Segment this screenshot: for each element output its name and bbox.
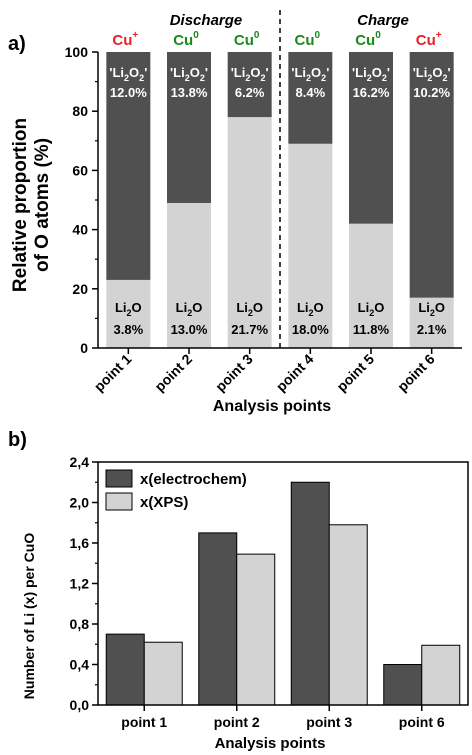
label-li2o-species: Li2O — [176, 300, 203, 318]
y-tick-label: 60 — [72, 162, 88, 178]
label-li2o2-value: 12.0% — [110, 85, 147, 100]
x-tick-label: point 4 — [273, 351, 317, 395]
y-tick-label: 1,2 — [70, 576, 90, 592]
bar-li2o2-2 — [167, 52, 211, 203]
y-tick-label: 2,4 — [70, 454, 90, 470]
label-li2o-value: 21.7% — [231, 322, 268, 337]
y-tick-label: 80 — [72, 103, 88, 119]
panel-b-legend: x(electrochem) x(XPS) — [105, 469, 247, 511]
label-li2o-value: 3.8% — [114, 322, 144, 337]
panel-a-bars: 'Li2O2' 12.0% Li2O 3.8% Cu+ 'Li2O2' 13.8% Li2O 1… — [106, 30, 454, 349]
label-li2o-value: 11.8% — [353, 322, 390, 337]
copper-state-label: Cu+ — [416, 30, 442, 49]
copper-state-label: Cu0 — [355, 30, 381, 49]
label-li2o-species: Li2O — [358, 300, 385, 318]
bar-li2o2-1 — [106, 52, 151, 280]
y-tick-label: 0 — [80, 340, 88, 356]
label-li2o2-value: 13.8% — [171, 85, 208, 100]
x-tick-label: point 5 — [333, 351, 377, 395]
section-label-discharge: Discharge — [170, 12, 243, 29]
bar-electrochem-1 — [105, 633, 145, 706]
x-tick-label: point 3 — [212, 351, 256, 395]
copper-state-label: Cu0 — [173, 30, 199, 49]
y-tick-label: 1,6 — [70, 535, 90, 551]
bar-xps-2 — [236, 553, 276, 706]
panel-b-axes: point 1 point 2 point 3 point 6 0,0 0,4 0,8 1,2… — [70, 454, 469, 730]
panel-a: a) Relative proportion of O atoms (%) An… — [8, 10, 462, 415]
legend-label: x(electrochem) — [140, 471, 247, 488]
panel-a-xlabel: Analysis points — [213, 398, 331, 415]
label-li2o2-value: 10.2% — [413, 85, 450, 100]
label-li2o2-value: 6.2% — [235, 85, 265, 100]
y-tick-label: 0,4 — [70, 657, 90, 673]
legend-label: x(XPS) — [140, 494, 188, 511]
y-tick-label: 40 — [72, 222, 88, 238]
label-li2o-species: Li2O — [418, 300, 445, 318]
label-li2o-species: Li2O — [236, 300, 263, 318]
bar-electrochem-2 — [198, 532, 238, 706]
y-tick-label: 100 — [65, 44, 89, 60]
label-li2o2-species: 'Li2O2' — [109, 65, 147, 83]
bar-li2o2-4 — [288, 52, 333, 144]
y-tick-label: 20 — [72, 281, 88, 297]
label-li2o2-species: 'Li2O2' — [413, 65, 451, 83]
x-tick-label: point 6 — [394, 351, 438, 395]
copper-state-label: Cu+ — [112, 30, 138, 49]
y-tick-label: 2,0 — [70, 495, 90, 511]
y-tick-label: 0,8 — [70, 616, 90, 632]
x-tick-label: point 2 — [214, 714, 260, 730]
label-li2o-species: Li2O — [297, 300, 324, 318]
label-li2o-value: 2.1% — [417, 322, 447, 337]
bar-li2o2-6 — [409, 52, 454, 298]
x-tick-label: point 2 — [151, 351, 195, 395]
panel-b-ylabel: Number of Li (x) per CuO — [21, 533, 37, 700]
bar-xps-3 — [328, 524, 368, 706]
bar-electrochem-3 — [290, 481, 330, 706]
bar-li2o-4 — [288, 143, 333, 348]
x-tick-label: point 1 — [91, 351, 135, 395]
copper-state-label: Cu0 — [295, 30, 321, 49]
panel-a-label: a) — [8, 33, 26, 55]
panel-b: b) Number of Li (x) per CuO Analysis poi… — [8, 429, 469, 752]
label-li2o2-species: 'Li2O2' — [352, 65, 390, 83]
bar-li2o2-5 — [349, 52, 393, 224]
label-li2o2-value: 16.2% — [353, 85, 390, 100]
legend-swatch-xps — [105, 492, 133, 511]
panel-b-bars — [105, 481, 461, 706]
label-li2o2-species: 'Li2O2' — [291, 65, 329, 83]
section-label-charge: Charge — [357, 12, 409, 29]
label-li2o-value: 18.0% — [292, 322, 329, 337]
copper-state-label: Cu0 — [234, 30, 260, 49]
bar-electrochem-4 — [383, 664, 423, 706]
x-tick-label: point 6 — [399, 714, 445, 730]
bar-li2o-1 — [106, 279, 151, 348]
legend-swatch-electrochem — [105, 469, 133, 488]
x-tick-label: point 1 — [121, 714, 167, 730]
label-li2o-value: 13.0% — [171, 322, 208, 337]
label-li2o2-value: 8.4% — [296, 85, 326, 100]
bar-li2o2-3 — [227, 52, 272, 118]
panel-b-xlabel: Analysis points — [215, 735, 326, 752]
bar-xps-1 — [143, 641, 183, 706]
panel-a-ylabel-line1: Relative proportion — [10, 118, 31, 292]
bar-li2o-6 — [409, 297, 454, 348]
label-li2o2-species: 'Li2O2' — [170, 65, 208, 83]
panel-a-ylabel: Relative proportion of O atoms (%) — [10, 118, 53, 292]
bar-li2o-3 — [227, 117, 272, 349]
bar-li2o-2 — [167, 202, 211, 348]
panel-a-ylabel-line2: of O atoms (%) — [32, 138, 53, 272]
label-li2o2-species: 'Li2O2' — [231, 65, 269, 83]
label-li2o-species: Li2O — [115, 300, 142, 318]
y-tick-label: 0,0 — [70, 697, 90, 713]
bar-xps-4 — [421, 644, 461, 706]
bar-li2o-5 — [349, 223, 393, 348]
panel-b-label: b) — [8, 429, 27, 451]
x-tick-label: point 3 — [306, 714, 352, 730]
